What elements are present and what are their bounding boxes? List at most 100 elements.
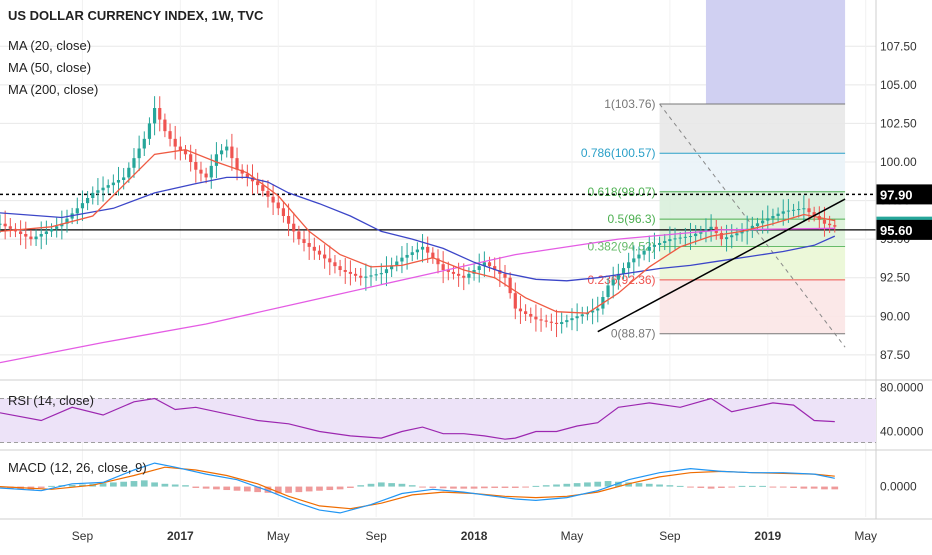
macd-histogram-bar [419, 486, 426, 488]
candle-body [19, 231, 23, 234]
candle-body [86, 198, 90, 204]
candle-body [374, 274, 378, 276]
candle-body [621, 268, 626, 274]
fib-level-label: 0.236(92.36) [588, 273, 656, 287]
price-tick-label: 105.00 [880, 78, 917, 92]
candle-body [755, 223, 760, 227]
candle-body [457, 273, 461, 276]
candle-body [426, 246, 430, 253]
price-tick-label: 107.50 [880, 39, 917, 53]
candle-body [791, 209, 796, 211]
candle-body [379, 273, 383, 275]
candle-body [647, 246, 651, 251]
macd-histogram-bar [161, 483, 169, 487]
candle-body [570, 318, 574, 321]
candle-body [204, 173, 208, 178]
fib-band [659, 103, 846, 154]
candle-body [122, 177, 126, 180]
candle-body [699, 231, 703, 234]
candle-body [168, 131, 172, 139]
macd-histogram-bar [99, 483, 107, 487]
candle-body [668, 239, 672, 242]
macd-histogram-bar [68, 484, 76, 487]
macd-histogram-bar [336, 486, 344, 490]
price-tick-label: 100.00 [880, 155, 917, 169]
candle-body [307, 243, 311, 247]
candle-body [348, 271, 352, 274]
macd-histogram-bar [687, 486, 694, 488]
candle-body [333, 262, 337, 267]
fib-level-label: 0(88.87) [611, 327, 656, 341]
price-label-text: 97.90 [880, 187, 913, 202]
macd-histogram-bar [769, 486, 777, 488]
macd-histogram-bar [759, 485, 766, 487]
candle-body [637, 254, 641, 259]
candle-body [189, 154, 193, 162]
macd-histogram-bar [563, 483, 571, 487]
fib-band [659, 191, 846, 220]
candle-body [80, 203, 85, 209]
candle-body [451, 271, 456, 274]
macd-histogram-bar [37, 486, 45, 488]
candle-body [776, 213, 780, 216]
macd-histogram-bar [532, 485, 540, 487]
candle-body [560, 322, 564, 324]
candle-body [250, 177, 255, 182]
candle-body [328, 258, 332, 263]
candle-body [261, 185, 265, 191]
candle-body [369, 275, 373, 277]
candle-body [158, 108, 162, 120]
candle-body [627, 262, 631, 269]
candle-body [281, 208, 286, 216]
candle-body [766, 218, 770, 221]
macd-histogram-bar [243, 486, 251, 492]
macd-histogram-bar [615, 481, 622, 487]
candle-body [616, 273, 620, 280]
macd-histogram-bar [347, 486, 354, 488]
candle-body [142, 138, 146, 149]
candle-body [477, 266, 481, 270]
candle-body [101, 187, 105, 191]
candle-body [822, 219, 827, 224]
macd-histogram-bar [584, 482, 591, 487]
chart-title: US DOLLAR CURRENCY INDEX, 1W, TVC [8, 8, 264, 23]
macd-histogram-bar [635, 483, 643, 487]
macd-histogram-bar [594, 481, 602, 487]
candle-body [55, 226, 59, 229]
candle-body [127, 167, 131, 178]
ma50-line [0, 176, 836, 282]
macd-histogram-bar [264, 486, 272, 493]
macd-histogram-bar [151, 482, 158, 487]
time-tick-label: 2019 [754, 529, 781, 543]
candle-body [0, 223, 2, 225]
candle-body [24, 234, 28, 237]
macd-histogram-bar [233, 486, 241, 491]
candle-body [462, 275, 466, 278]
macd-histogram-bar [656, 484, 663, 487]
macd-signal-line [0, 466, 835, 510]
time-tick-label: May [267, 529, 290, 543]
candle-body [96, 190, 100, 193]
candle-body [730, 235, 734, 238]
fib-band [659, 246, 846, 280]
candle-body [323, 254, 327, 259]
macd-histogram-bar [79, 484, 86, 487]
price-tick-label: 102.50 [880, 116, 917, 130]
candle-body [390, 265, 394, 270]
candle-body [518, 308, 523, 312]
candle-body [513, 293, 517, 309]
candle-body [833, 225, 837, 227]
candle-body [596, 308, 600, 311]
candle-body [828, 223, 832, 226]
candle-body [395, 261, 399, 266]
candle-body [230, 146, 234, 159]
candle-body [735, 233, 739, 236]
candle-body [225, 146, 229, 151]
fib-level-label: 0.618(98.07) [588, 185, 656, 199]
candle-body [565, 320, 569, 323]
fib-level-label: 1(103.76) [604, 97, 655, 111]
candle-body [694, 233, 698, 237]
price-tick-label: 92.50 [880, 271, 910, 285]
candle-body [34, 236, 38, 240]
